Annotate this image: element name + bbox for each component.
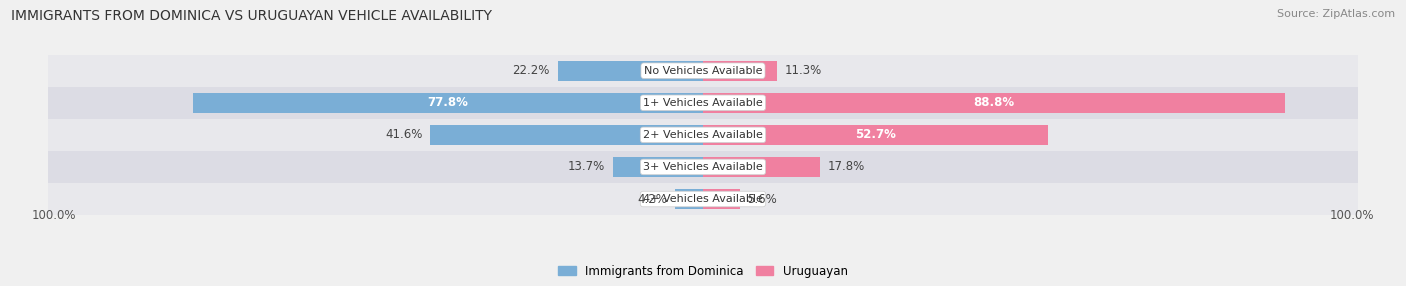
Bar (193, 93, 703, 113)
Text: 77.8%: 77.8% (427, 96, 468, 109)
Bar (48, 151, 1358, 183)
Text: 22.2%: 22.2% (512, 64, 550, 77)
Text: 3+ Vehicles Available: 3+ Vehicles Available (643, 162, 763, 172)
Text: 2+ Vehicles Available: 2+ Vehicles Available (643, 130, 763, 140)
Text: 4+ Vehicles Available: 4+ Vehicles Available (643, 194, 763, 204)
Bar (703, 125, 1049, 145)
Bar (48, 55, 1358, 87)
Bar (703, 189, 740, 209)
Bar (430, 125, 703, 145)
Bar (703, 157, 820, 177)
Bar (703, 61, 778, 81)
Text: 100.0%: 100.0% (1330, 209, 1375, 222)
Text: No Vehicles Available: No Vehicles Available (644, 66, 762, 76)
Legend: Immigrants from Dominica, Uruguayan: Immigrants from Dominica, Uruguayan (554, 260, 852, 282)
Bar (48, 183, 1358, 215)
Text: 5.6%: 5.6% (748, 192, 778, 206)
Text: 4.2%: 4.2% (638, 192, 668, 206)
Bar (48, 87, 1358, 119)
Bar (558, 61, 703, 81)
Text: 11.3%: 11.3% (785, 64, 823, 77)
Text: 52.7%: 52.7% (855, 128, 896, 141)
Text: 100.0%: 100.0% (31, 209, 76, 222)
Text: 1+ Vehicles Available: 1+ Vehicles Available (643, 98, 763, 108)
Bar (675, 189, 703, 209)
Text: 13.7%: 13.7% (568, 160, 606, 173)
Bar (703, 93, 1285, 113)
Bar (48, 119, 1358, 151)
Text: 17.8%: 17.8% (828, 160, 865, 173)
Text: IMMIGRANTS FROM DOMINICA VS URUGUAYAN VEHICLE AVAILABILITY: IMMIGRANTS FROM DOMINICA VS URUGUAYAN VE… (11, 9, 492, 23)
Bar (613, 157, 703, 177)
Text: 88.8%: 88.8% (973, 96, 1015, 109)
Text: 41.6%: 41.6% (385, 128, 423, 141)
Text: Source: ZipAtlas.com: Source: ZipAtlas.com (1277, 9, 1395, 19)
